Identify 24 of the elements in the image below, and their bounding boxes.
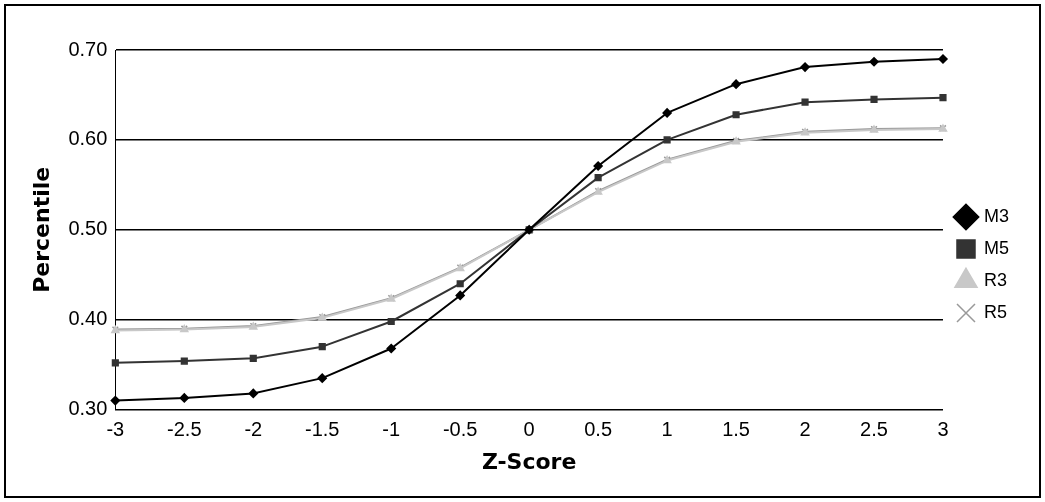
x-tick-label: 1.5: [722, 418, 750, 441]
x-axis-title: Z-Score: [481, 448, 577, 474]
x-tick-label: -2: [244, 418, 263, 441]
x-tick-label: -1.5: [305, 418, 340, 441]
y-tick-label: 0.40: [68, 307, 108, 330]
legend-label: R5: [984, 301, 1008, 322]
x-tick-label: 3: [937, 418, 949, 441]
x-tick-label: -3: [106, 418, 125, 441]
legend-label: M3: [984, 205, 1010, 226]
x-tick-label: -2.5: [167, 418, 202, 441]
x-tick-label: 0: [523, 418, 535, 441]
y-tick-label: 0.70: [68, 37, 108, 60]
y-tick-label: 0.50: [68, 217, 108, 240]
x-tick-label: 2: [799, 418, 811, 441]
x-tick-label: -0.5: [442, 418, 478, 441]
y-tick-label: 0.60: [68, 127, 108, 150]
y-tick-label: 0.30: [68, 397, 108, 420]
x-tick-label: 0.5: [584, 418, 613, 441]
x-tick-label: -1: [382, 418, 401, 441]
legend-label: R3: [984, 269, 1008, 290]
x-tick-label: 2.5: [860, 418, 888, 441]
legend-label: M5: [984, 237, 1010, 258]
x-tick-label: 1: [661, 418, 673, 441]
y-axis-title: Percentile: [28, 166, 54, 293]
